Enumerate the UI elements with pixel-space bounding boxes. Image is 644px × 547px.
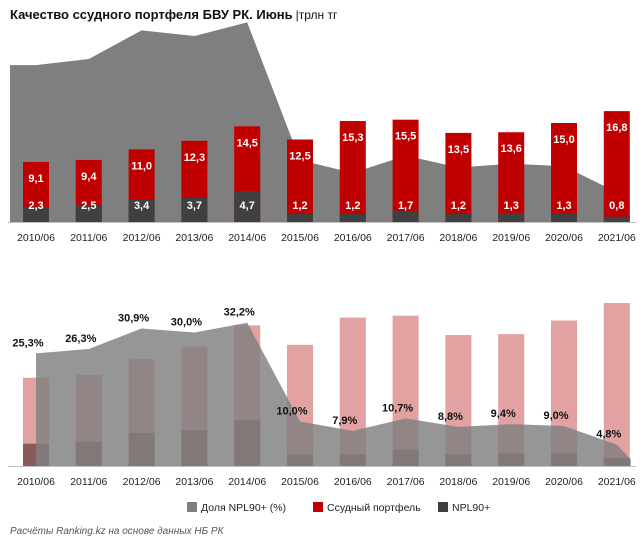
loan-value-label: 13,5 xyxy=(448,144,469,156)
loan-value-label: 11,0 xyxy=(131,160,152,172)
unit-label: |трлн тг xyxy=(295,8,338,22)
npl-share-area xyxy=(36,322,631,466)
bottom-x-tick-label: 2011/06 xyxy=(70,476,107,488)
npl-share-label: 32,2% xyxy=(224,307,255,319)
loan-value-label: 15,5 xyxy=(395,131,416,143)
bottom-x-tick-label: 2012/06 xyxy=(123,476,161,488)
loan-value-label: 9,1 xyxy=(28,173,43,185)
loan-value-label: 15,0 xyxy=(553,134,574,146)
loan-bar xyxy=(287,139,313,222)
top-x-tick-label: 2017/06 xyxy=(387,232,425,244)
npl-value-label: 0,8 xyxy=(609,200,624,212)
npl-bar xyxy=(75,205,102,222)
npl-bar xyxy=(181,197,208,222)
bottom-x-tick-label: 2015/06 xyxy=(281,476,319,488)
chart-title-row: Качество ссудного портфеля БВУ РК. Июнь |… xyxy=(10,6,337,26)
top-x-tick-label: 2013/06 xyxy=(175,232,213,244)
npl-bar xyxy=(287,214,313,222)
legend-swatch xyxy=(187,502,197,512)
loan-bar xyxy=(551,123,577,222)
npl-value-label: 2,3 xyxy=(28,200,43,212)
npl-share-label: 30,0% xyxy=(171,317,202,329)
bottom-x-tick-label: 2016/06 xyxy=(334,476,372,488)
loan-value-label: 9,4 xyxy=(81,171,97,183)
npl-bar xyxy=(339,214,366,222)
top-x-tick-label: 2020/06 xyxy=(545,232,583,244)
loan-bar xyxy=(603,111,630,222)
loan-bar xyxy=(498,132,525,222)
npl-share-label: 26,3% xyxy=(65,333,96,345)
loan-value-label: 14,5 xyxy=(236,137,257,149)
legend-label: Ссудный портфель xyxy=(327,502,421,514)
loan-bar-faded xyxy=(603,303,630,466)
loan-bar xyxy=(392,119,419,222)
bottom-x-tick-label: 2017/06 xyxy=(387,476,425,488)
top-x-tick-label: 2014/06 xyxy=(228,232,266,244)
top-x-tick-label: 2011/06 xyxy=(70,232,107,244)
npl-bar xyxy=(551,213,577,222)
top-x-tick-label: 2018/06 xyxy=(439,232,477,244)
bottom-x-tick-label: 2014/06 xyxy=(228,476,266,488)
loan-value-label: 13,6 xyxy=(500,143,521,155)
npl-bar xyxy=(603,216,630,222)
top-x-tick-label: 2012/06 xyxy=(123,232,161,244)
legend-label: Доля NPL90+ (%) xyxy=(201,502,286,514)
top-x-tick-label: 2010/06 xyxy=(17,232,55,244)
legend-swatch xyxy=(438,502,448,512)
legend: Доля NPL90+ (%) Ссудный портфель NPL90+ xyxy=(187,502,490,514)
loan-bar xyxy=(445,132,472,222)
npl-share-label: 30,9% xyxy=(118,312,149,324)
npl-value-label: 4,7 xyxy=(240,200,255,212)
npl-share-label: 4,8% xyxy=(596,429,621,441)
bottom-x-tick-label: 2010/06 xyxy=(17,476,55,488)
npl-value-label: 1,2 xyxy=(292,200,307,212)
npl-bar xyxy=(128,199,155,222)
top-x-tick-label: 2021/06 xyxy=(598,232,636,244)
top-x-tick-label: 2015/06 xyxy=(281,232,319,244)
npl-value-label: 1,3 xyxy=(504,200,519,212)
legend-swatch xyxy=(313,502,323,512)
bottom-x-tick-label: 2018/06 xyxy=(439,476,477,488)
top-x-tick-label: 2019/06 xyxy=(492,232,530,244)
npl-share-label: 10,7% xyxy=(382,402,413,414)
loan-value-label: 15,3 xyxy=(342,132,363,144)
npl-share-label: 25,3% xyxy=(12,337,43,349)
bottom-x-tick-label: 2019/06 xyxy=(492,476,530,488)
npl-share-label: 7,9% xyxy=(332,415,357,427)
npl-bar xyxy=(23,206,49,222)
npl-value-label: 1,3 xyxy=(556,200,571,212)
loan-value-label: 12,3 xyxy=(184,152,205,164)
npl-share-label: 8,8% xyxy=(438,411,463,423)
loan-bar xyxy=(339,121,366,222)
npl-bar xyxy=(498,213,525,222)
npl-bar xyxy=(234,190,261,222)
legend-label: NPL90+ xyxy=(452,502,490,514)
bottom-x-tick-label: 2020/06 xyxy=(545,476,583,488)
bottom-chart: 25,3% 26,3% 30,9% 30,0% 32,2% 10,0% 7,9% 10,7% 8… xyxy=(8,303,636,488)
chart-title: Качество ссудного портфеля БВУ РК. Июнь xyxy=(10,7,293,22)
npl-value-label: 3,7 xyxy=(187,200,202,212)
top-x-tick-label: 2016/06 xyxy=(334,232,372,244)
npl-share-label: 9,4% xyxy=(491,408,516,420)
source-note: Расчёты Ranking.kz на основе данных НБ Р… xyxy=(10,526,224,537)
loan-value-label: 12,5 xyxy=(289,151,310,163)
npl-bar xyxy=(445,214,472,222)
npl-value-label: 2,5 xyxy=(81,200,96,212)
top-chart: 9,1 9,4 11,0 12,3 14,5 12,5 15,3 15,5 13,5 13,6 15… xyxy=(8,22,636,244)
npl-value-label: 1,2 xyxy=(451,200,466,212)
npl-share-label: 9,0% xyxy=(543,410,568,422)
bottom-x-tick-label: 2013/06 xyxy=(175,476,213,488)
npl-bar xyxy=(392,210,419,222)
npl-value-label: 1,2 xyxy=(345,200,360,212)
npl-value-label: 3,4 xyxy=(134,200,150,212)
npl-share-label: 10,0% xyxy=(276,406,307,418)
loan-value-label: 16,8 xyxy=(606,122,627,134)
npl-value-label: 1,7 xyxy=(398,200,413,212)
bottom-x-tick-label: 2021/06 xyxy=(598,476,636,488)
